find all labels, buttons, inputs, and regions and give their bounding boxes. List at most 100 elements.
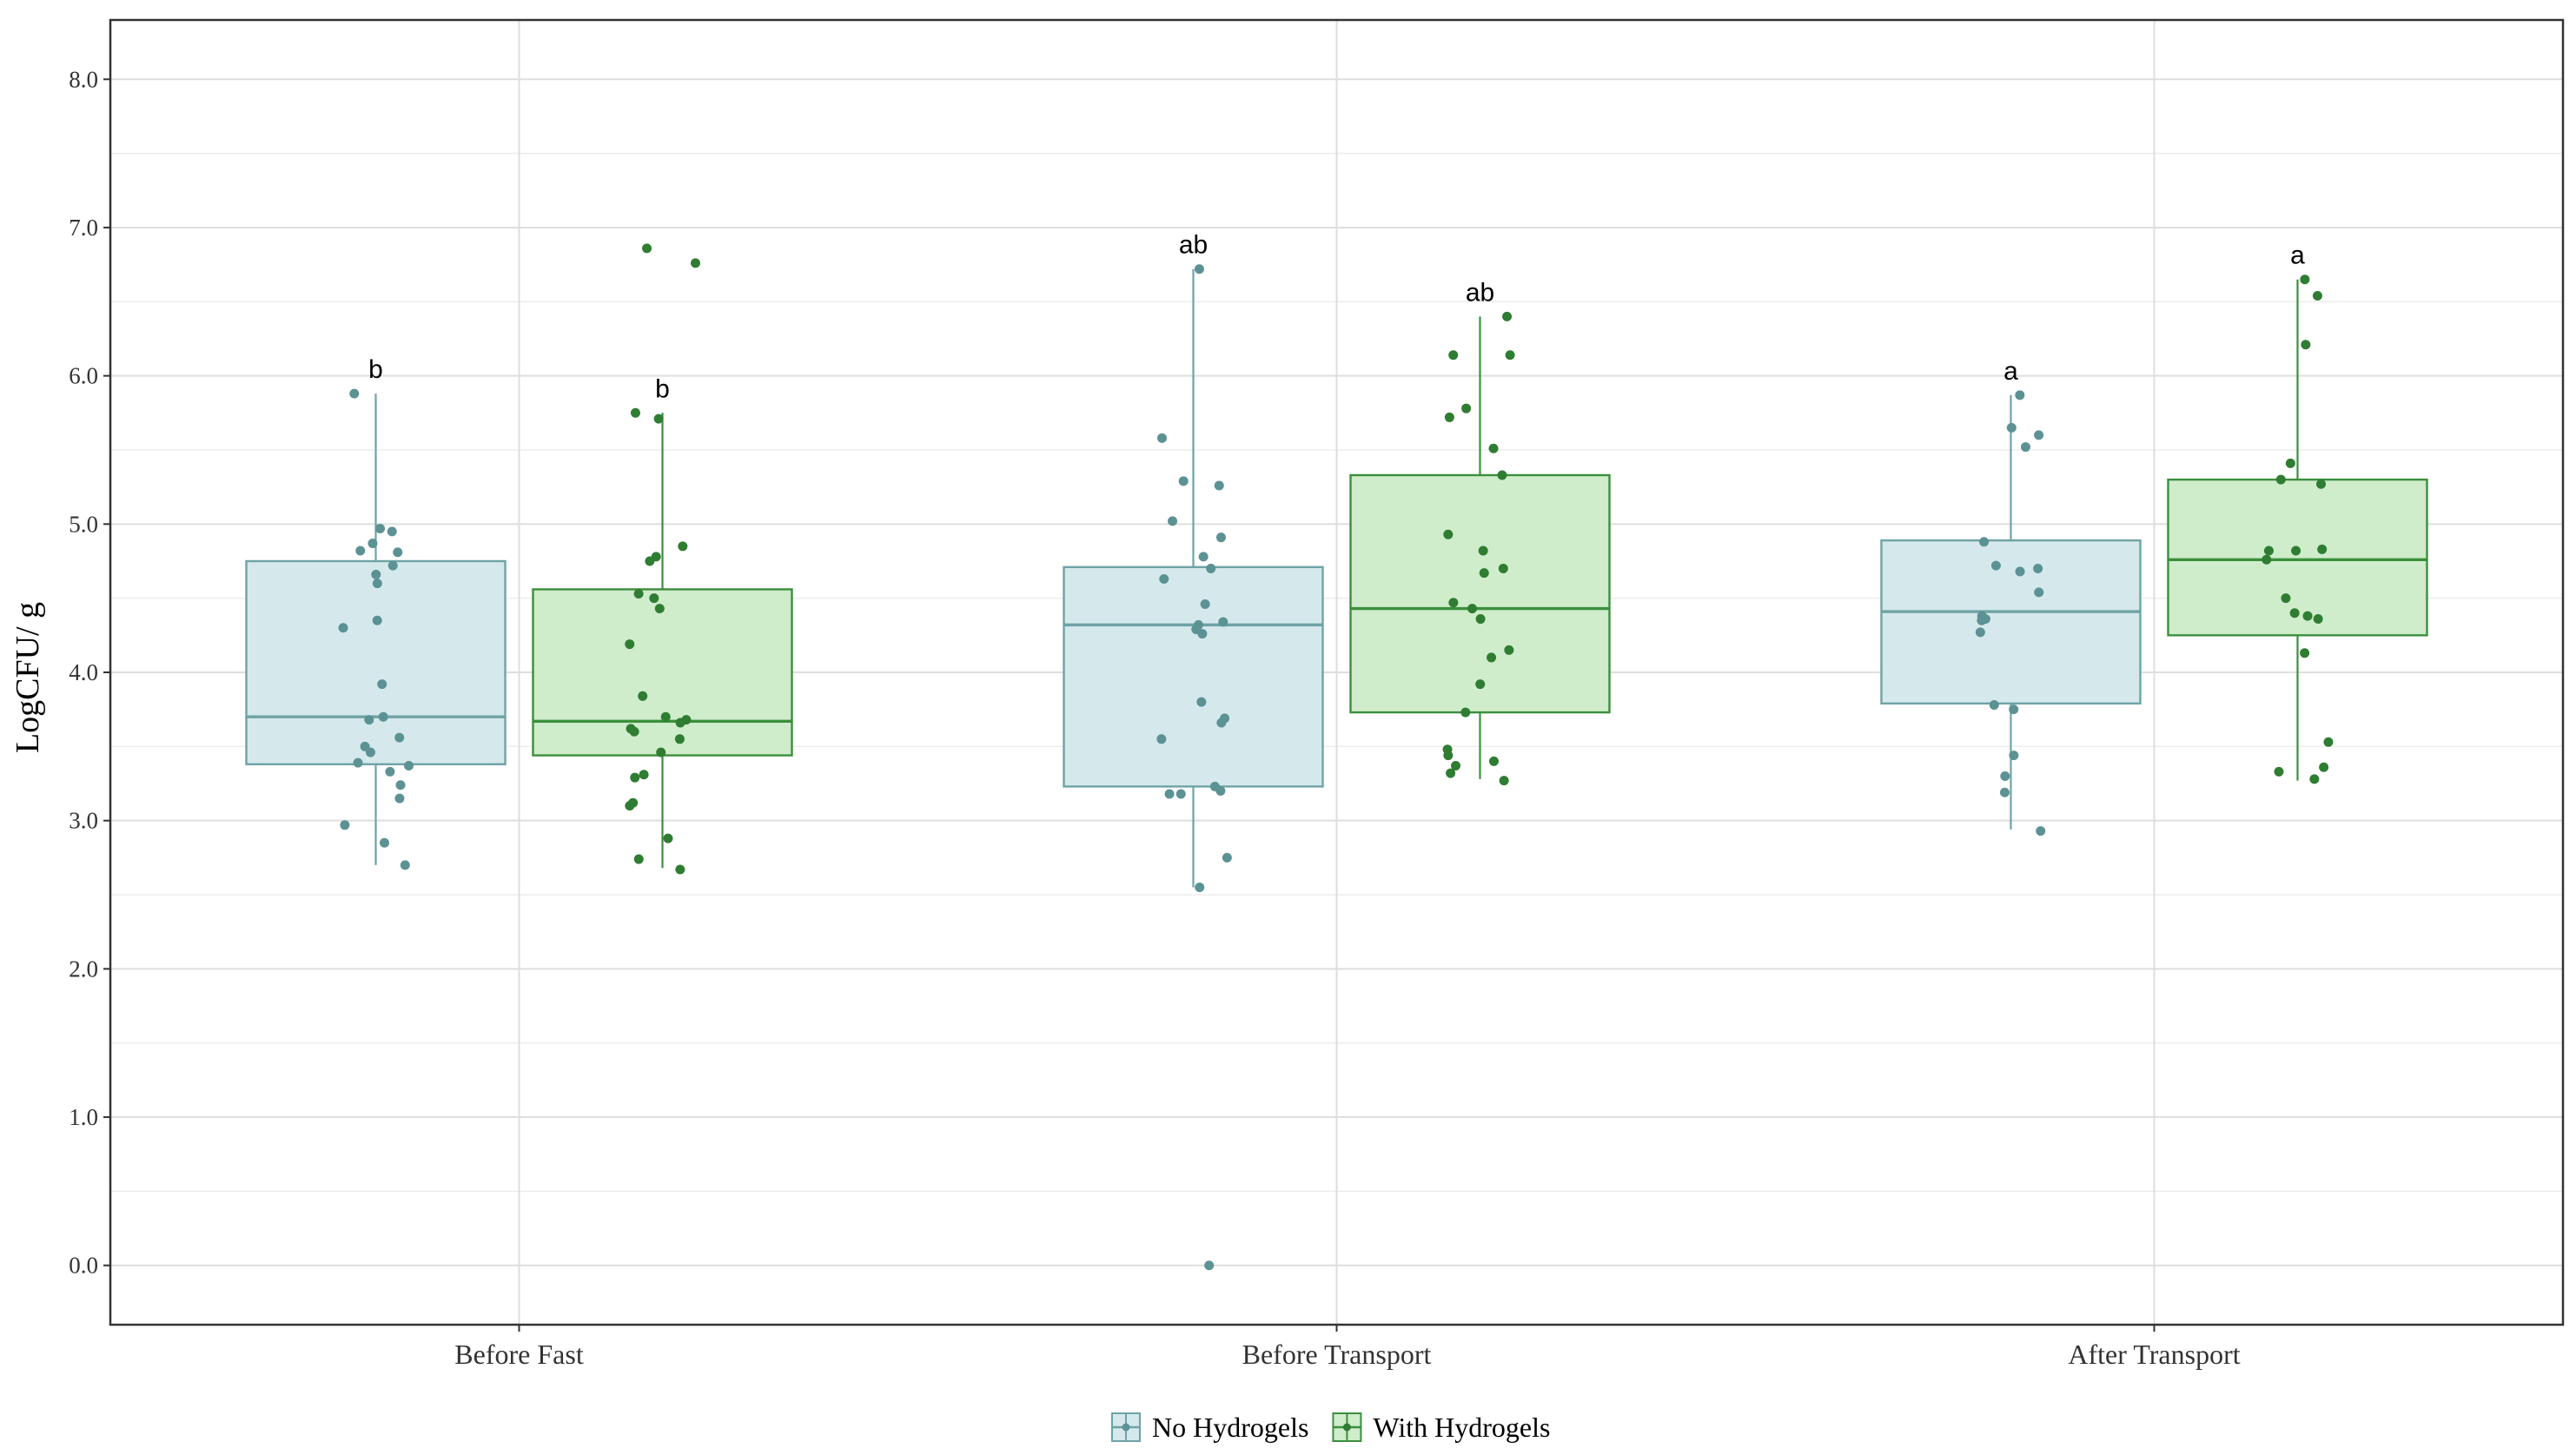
data-point [365, 747, 375, 757]
data-point [2036, 826, 2046, 837]
data-point [1198, 552, 1209, 562]
data-point [387, 560, 398, 571]
data-point [1218, 617, 1228, 627]
legend-key-point [1342, 1423, 1351, 1432]
box-iqr [245, 559, 507, 766]
x-tick-label: After Transport [2068, 1339, 2240, 1370]
significance-letter: a [2290, 241, 2305, 270]
data-point [630, 772, 640, 783]
box-iqr [1063, 565, 1324, 788]
data-point [2006, 422, 2016, 433]
y-tick-label: 7.0 [69, 215, 98, 241]
data-point [2274, 766, 2284, 777]
data-point [1487, 652, 1497, 663]
data-point [2317, 544, 2328, 554]
data-point [1504, 645, 1514, 655]
data-point [1990, 560, 2001, 571]
box-layer [245, 268, 2428, 888]
data-point [1194, 264, 1204, 274]
data-point [1479, 568, 1489, 579]
data-point [1488, 756, 1499, 766]
data-point [633, 854, 644, 864]
data-point [338, 623, 348, 633]
data-point [675, 718, 685, 728]
data-point [2289, 608, 2300, 618]
data-point [2319, 762, 2329, 772]
data-point [2291, 546, 2301, 556]
data-point [1159, 573, 1169, 584]
data-point [378, 711, 388, 722]
legend: No Hydrogels With Hydrogels [1111, 1412, 1550, 1443]
data-point [1156, 433, 1167, 443]
y-tick-label: 6.0 [69, 363, 98, 389]
data-point [1175, 789, 1186, 799]
y-tick-label: 0.0 [69, 1253, 98, 1279]
data-point [1505, 350, 1515, 360]
significance-letter: ab [1466, 278, 1494, 307]
data-point [353, 757, 363, 768]
data-point [1460, 707, 1471, 718]
data-point [638, 691, 648, 701]
data-point [653, 413, 664, 424]
data-point [371, 569, 381, 579]
significance-letter: ab [1179, 231, 1208, 260]
data-point [1215, 786, 1226, 797]
box-iqr [532, 588, 793, 757]
data-point [364, 715, 374, 725]
data-point [377, 679, 387, 690]
data-point [1475, 679, 1486, 690]
significance-letter: a [2003, 357, 2018, 386]
data-point [1977, 615, 1987, 625]
data-point [1215, 532, 1226, 543]
data-point [1975, 627, 1985, 638]
data-point [2301, 340, 2311, 350]
axes: 0.0 1.0 2.0 3.0 4.0 5.0 6.0 7.0 8.0 Before Fast Be… [69, 66, 2240, 1370]
data-point [379, 837, 389, 848]
data-point [372, 579, 382, 589]
legend-label: With Hydrogels [1373, 1412, 1550, 1443]
data-point [2021, 442, 2031, 453]
data-point [1443, 751, 1454, 761]
data-point [375, 523, 386, 533]
data-point [1448, 350, 1459, 360]
box-with-hydrogels [1349, 316, 1611, 779]
data-point [1216, 718, 1227, 728]
data-point [394, 793, 405, 804]
y-tick-label: 2.0 [69, 956, 98, 982]
data-point [1498, 564, 1508, 574]
data-point [2261, 554, 2272, 565]
data-point [1461, 403, 1472, 413]
data-point [394, 732, 405, 743]
box-iqr [1349, 473, 1611, 714]
y-tick-label: 5.0 [69, 511, 98, 537]
y-tick-label: 4.0 [69, 659, 98, 685]
data-point [678, 541, 688, 552]
box-iqr [1880, 539, 2142, 705]
data-point [654, 604, 665, 614]
data-point [2312, 290, 2322, 301]
data-point [1222, 852, 1232, 863]
data-point [387, 526, 397, 537]
data-point [1206, 564, 1216, 574]
data-point [2009, 751, 2019, 761]
data-point [2300, 648, 2310, 658]
data-point [349, 388, 360, 399]
data-point [630, 407, 640, 418]
data-point [1444, 412, 1454, 422]
data-point [2300, 274, 2310, 285]
data-point [2309, 774, 2320, 784]
data-point [1475, 614, 1486, 625]
data-point [663, 833, 673, 843]
data-point [2015, 566, 2025, 577]
significance-letter: b [655, 374, 670, 403]
y-tick-label: 1.0 [69, 1104, 98, 1130]
legend-item-no-hydrogels: No Hydrogels [1111, 1412, 1308, 1443]
data-point [629, 726, 639, 737]
data-point [372, 615, 382, 625]
data-point [674, 734, 685, 744]
data-point [690, 258, 700, 268]
data-point [395, 780, 406, 790]
data-point [1196, 697, 1207, 707]
data-point [1989, 700, 1999, 711]
